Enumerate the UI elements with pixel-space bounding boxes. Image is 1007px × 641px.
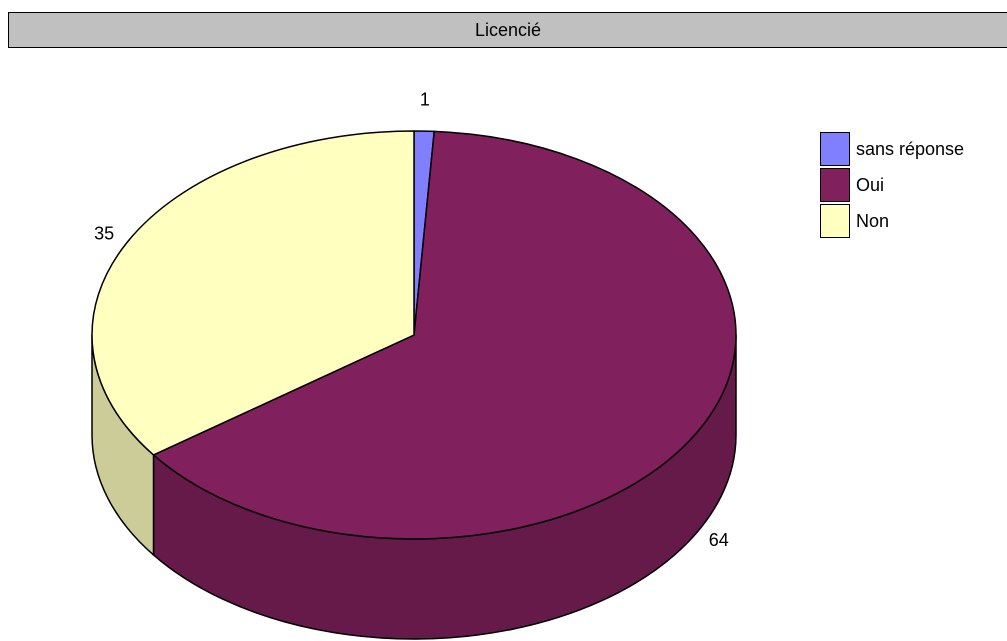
legend-item-oui: Oui <box>820 167 964 203</box>
legend-label: Non <box>856 210 890 231</box>
data-label-1: 64 <box>709 530 729 550</box>
legend: sans réponse Oui Non <box>820 131 964 239</box>
legend-swatch <box>820 168 850 202</box>
data-label-2: 35 <box>94 224 114 244</box>
chart-title: Licencié <box>8 12 1007 48</box>
legend-item-sans-reponse: sans réponse <box>820 131 964 167</box>
legend-swatch <box>820 132 850 166</box>
legend-label: Oui <box>856 174 885 195</box>
legend-label: sans réponse <box>856 138 965 159</box>
legend-item-non: Non <box>820 203 964 239</box>
data-label-0: 1 <box>420 90 430 110</box>
pie-slice-1 <box>152 130 737 540</box>
legend-swatch <box>820 204 850 238</box>
pie-slice-2 <box>91 130 415 456</box>
